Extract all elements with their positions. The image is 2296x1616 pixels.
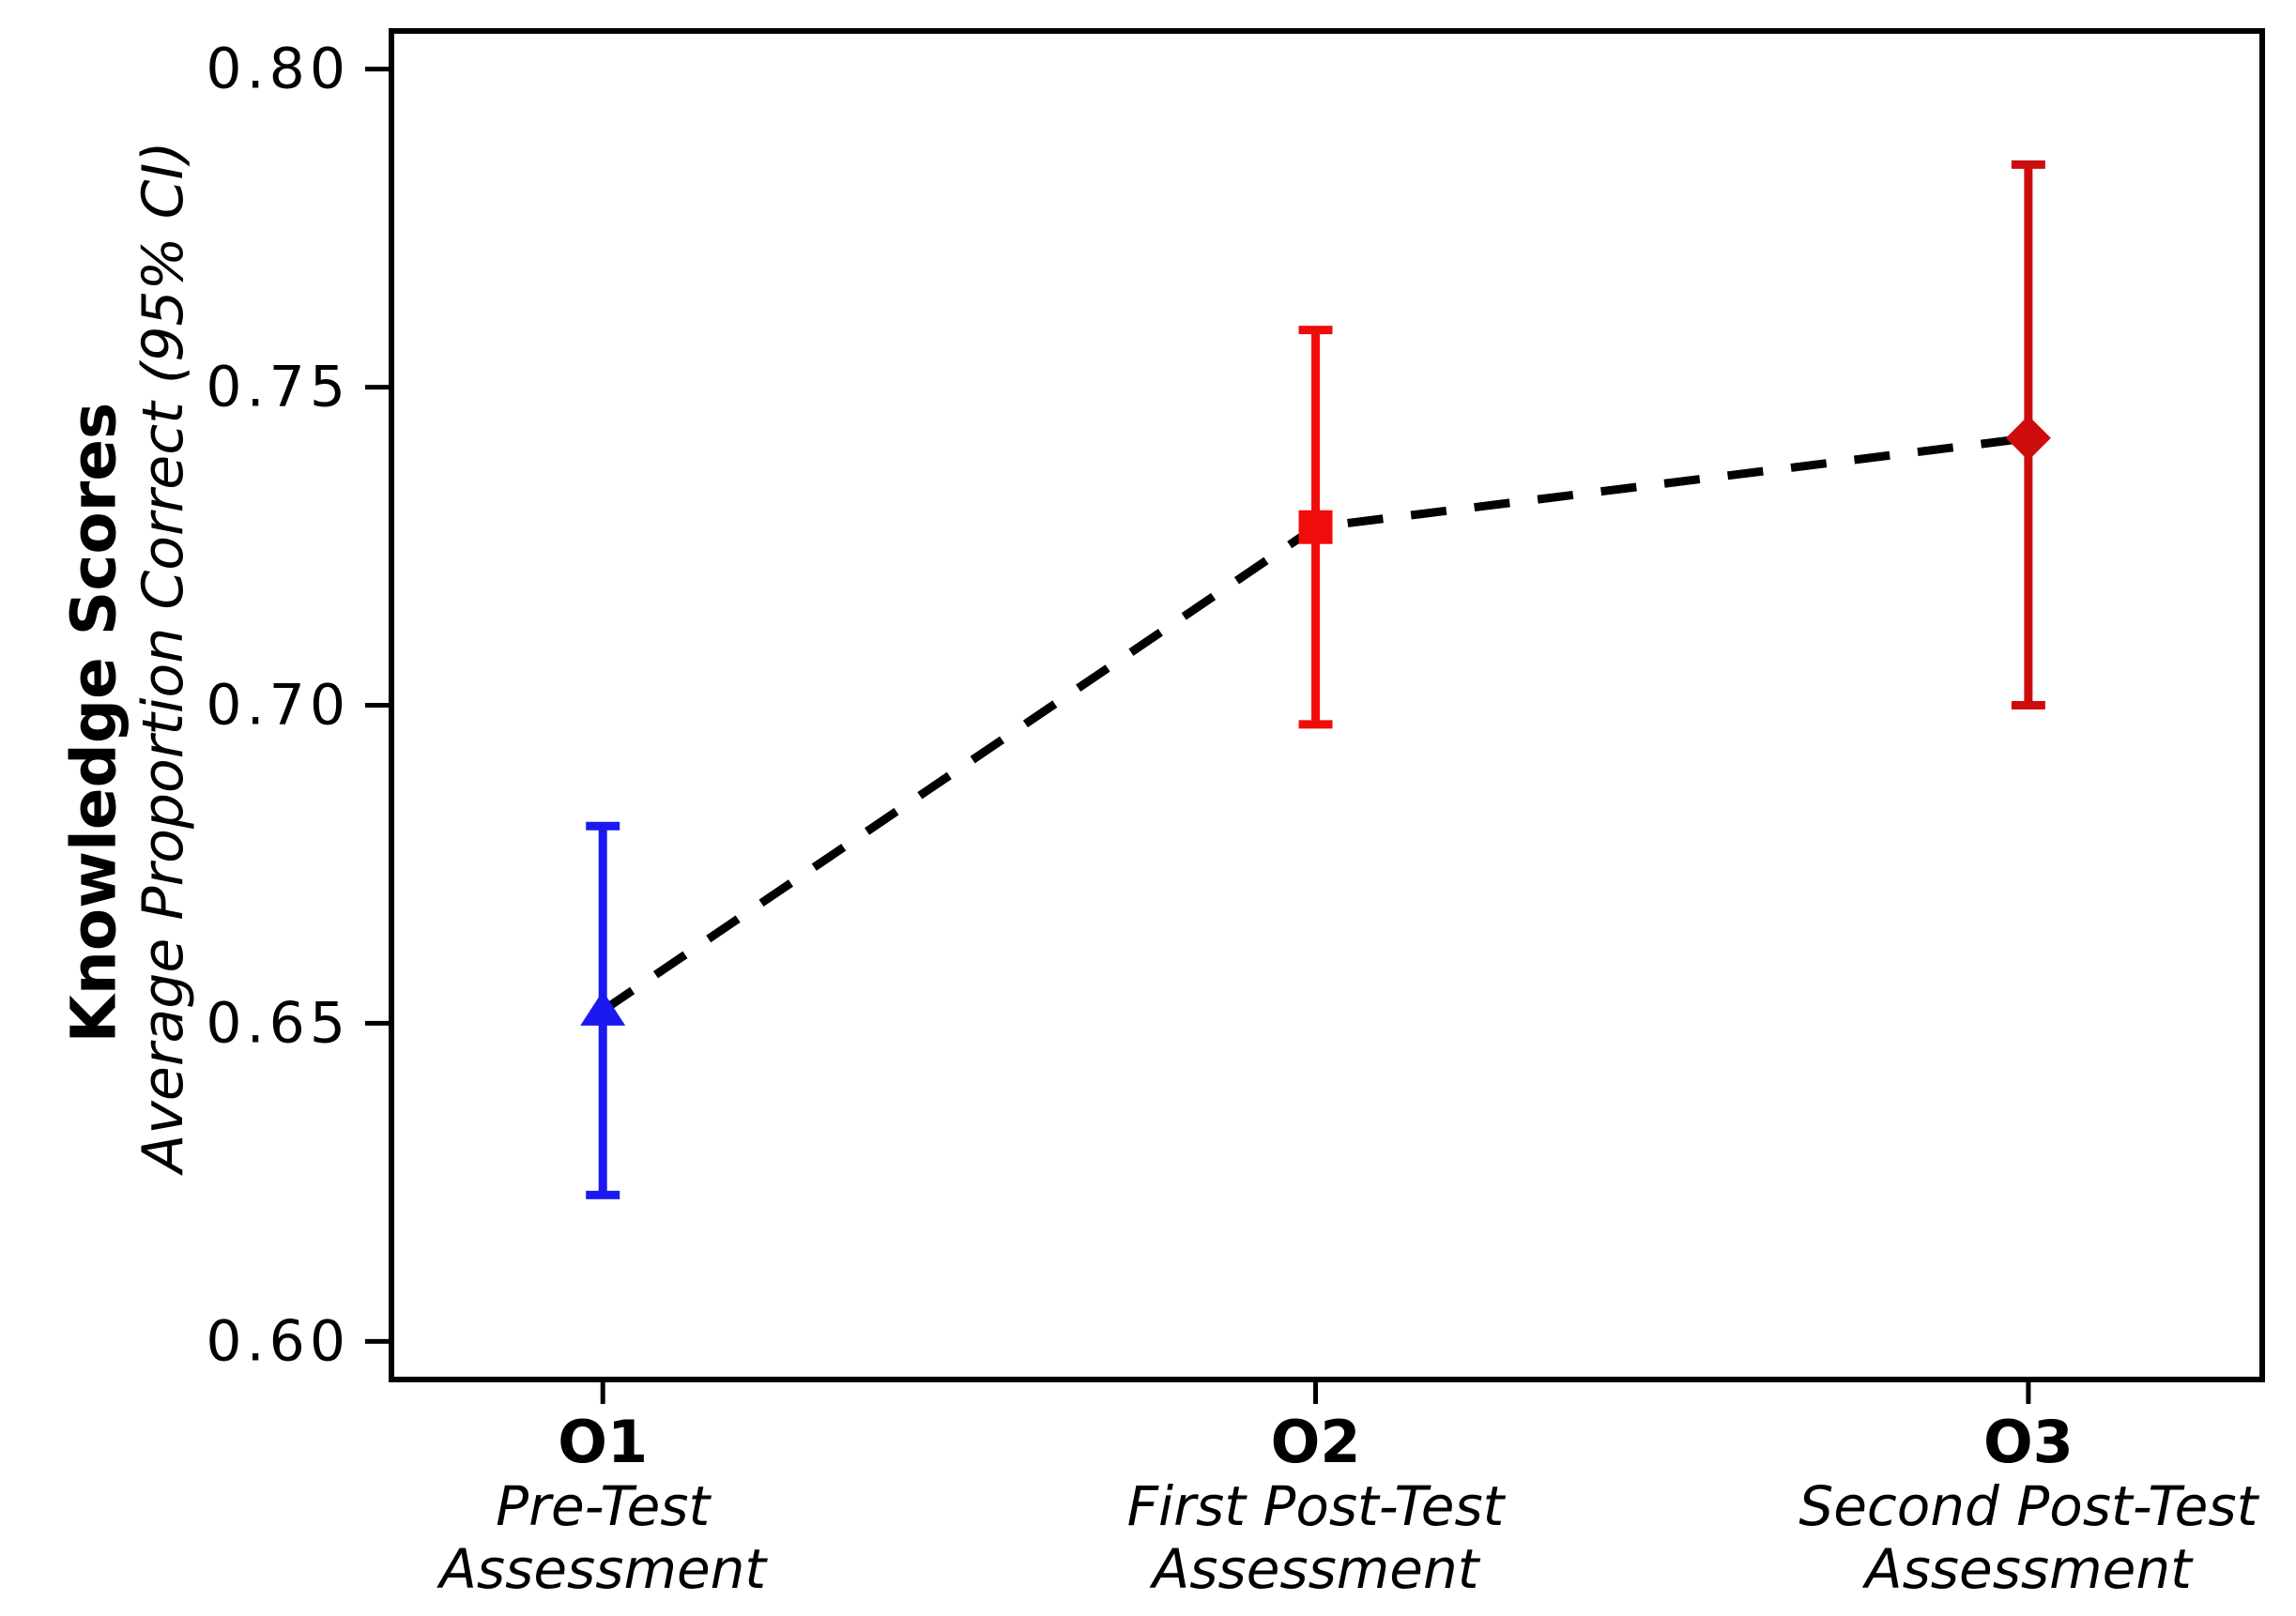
y-axis-title-secondary: Average Proportion Correct (95% CI) — [130, 141, 196, 1173]
x-category-line1: Pre-Test — [496, 1474, 712, 1538]
plot-border — [389, 28, 2265, 1382]
x-category-line2: Assessment — [436, 1537, 768, 1601]
x-category-line2: Assessment — [1149, 1537, 1481, 1601]
data-point-marker-O3 — [2005, 415, 2051, 461]
x-category-line2: Assessment — [1861, 1537, 2194, 1601]
data-point-marker-O2 — [1298, 510, 1333, 544]
y-tick-label: 0.65 — [206, 990, 350, 1056]
y-tick-label: 0.75 — [206, 355, 350, 420]
data-point-marker-O1 — [580, 990, 626, 1026]
x-category-code: O2 — [1271, 1408, 1361, 1476]
x-category-line1: Second Post-Test — [1799, 1474, 2259, 1538]
y-axis-title-primary: Knowledge Scores — [57, 402, 130, 1044]
x-category-code: O1 — [558, 1408, 648, 1476]
y-tick-label: 0.80 — [206, 37, 350, 102]
x-category-line1: First Post-Test — [1127, 1474, 1507, 1538]
x-category-code: O3 — [1983, 1408, 2074, 1476]
y-tick-label: 0.70 — [206, 673, 350, 739]
y-tick-label: 0.60 — [206, 1308, 350, 1374]
